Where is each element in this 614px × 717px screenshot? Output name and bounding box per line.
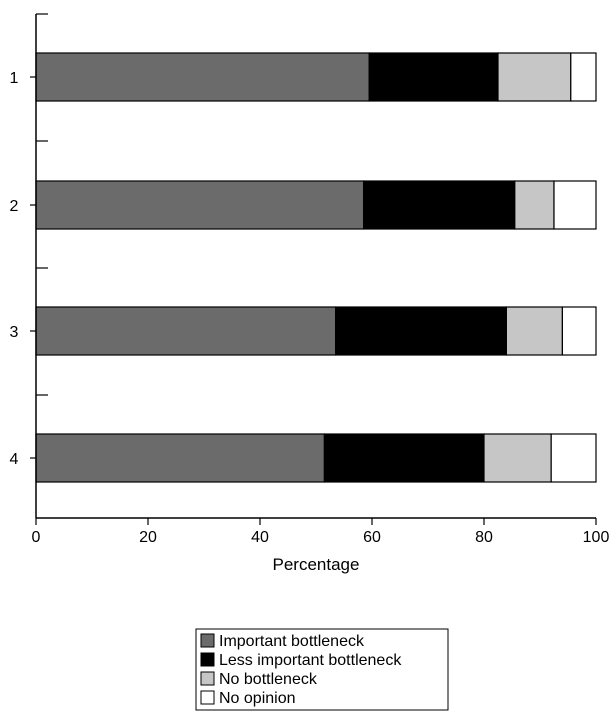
legend-swatch [200,690,215,705]
legend-label: Less important bottleneck [219,652,402,669]
y-tick-label: 1 [10,70,19,87]
x-tick-label: 40 [251,529,269,546]
legend-box [195,628,449,711]
x-axis-label: Percentage [273,555,360,574]
y-tick-label: 2 [10,198,19,215]
x-tick-label: 0 [32,529,41,546]
bar-1-series-2 [368,52,499,102]
bar-2-series-4 [553,180,597,230]
x-tick-label: 60 [363,529,381,546]
legend-swatch [200,671,215,686]
bar-1-series-3 [497,52,572,102]
bars-layer [35,52,597,483]
bar-3-series-3 [505,306,563,356]
axes-layer [35,14,596,519]
legend: Important bottleneck Less important bottl… [195,628,449,711]
legend-swatch [200,633,215,648]
bar-2-series-1 [35,180,365,230]
legend-items: Important bottleneck Less important bottl… [200,633,402,707]
bar-4-series-3 [483,433,552,483]
legend-label: No opinion [219,690,296,707]
bar-3-series-1 [35,306,337,356]
bar-1-series-1 [35,52,370,102]
bar-3-series-4 [561,306,597,356]
legend-label: No bottleneck [219,671,318,688]
y-tick-label: 3 [10,324,19,341]
bar-4-series-1 [35,433,325,483]
y-ticks-layer: 1 2 3 4 [10,13,48,468]
bar-4-series-4 [550,433,597,483]
bar-3-series-2 [335,306,508,356]
bar-2-series-3 [514,180,555,230]
x-tick-label: 80 [475,529,493,546]
legend-label: Important bottleneck [219,633,365,650]
x-tick-label: 100 [583,529,610,546]
bar-2-series-2 [363,180,516,230]
bar-4-series-2 [323,433,485,483]
x-ticks-layer: 0 20 40 60 80 100 [32,518,610,546]
legend-swatch [200,652,215,667]
bar-1-series-4 [570,52,597,102]
y-tick-label: 4 [10,451,19,468]
x-tick-label: 20 [139,529,157,546]
